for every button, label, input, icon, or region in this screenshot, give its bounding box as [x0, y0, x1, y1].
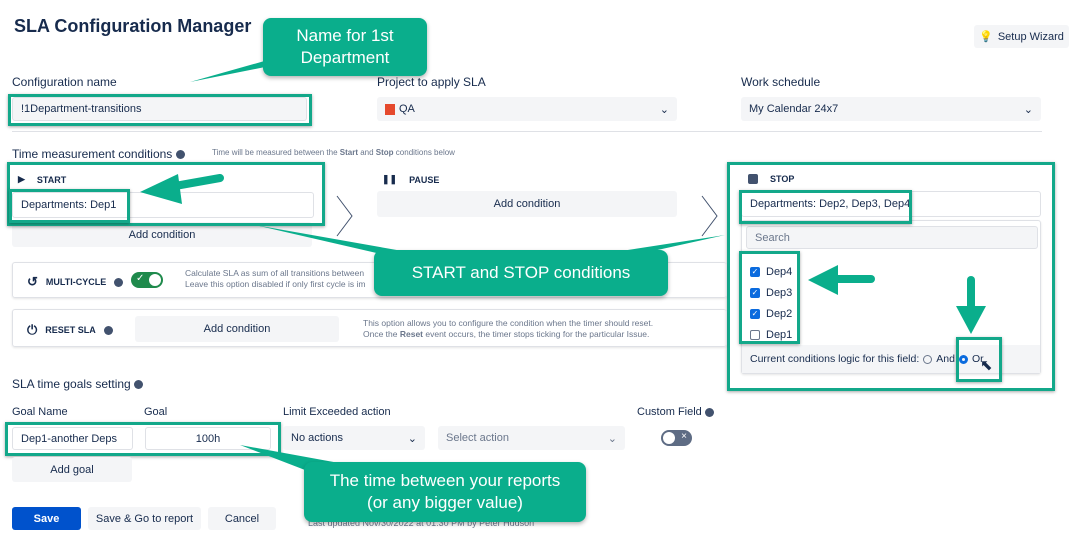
- limit-action-select[interactable]: No actions ⌄: [283, 426, 425, 450]
- info-icon[interactable]: [103, 325, 113, 335]
- annotation-highlight: [9, 189, 130, 223]
- annotation-arrow-left: [808, 265, 875, 295]
- start-header: ▶ START: [18, 174, 67, 185]
- project-select[interactable]: QA ⌄: [377, 97, 677, 121]
- history-icon: ↺: [27, 274, 38, 289]
- cancel-button[interactable]: Cancel: [208, 507, 276, 530]
- custom-field-toggle[interactable]: ×: [661, 430, 692, 446]
- project-value: QA: [399, 103, 415, 115]
- chevron-down-icon: ⌄: [659, 103, 669, 116]
- project-icon: [385, 103, 395, 115]
- page-title: SLA Configuration Manager: [14, 16, 252, 36]
- multi-cycle-label: ↺ MULTI-CYCLE: [27, 274, 124, 290]
- option-dep1[interactable]: Dep1: [750, 325, 792, 346]
- checkbox-unchecked-icon: [750, 330, 760, 341]
- chevron-down-icon: ⌄: [407, 432, 417, 445]
- chevron-down-icon: ⌄: [607, 432, 617, 445]
- select-action-dropdown[interactable]: Select action ⌄: [438, 426, 625, 450]
- goal-name-header: Goal Name: [12, 406, 68, 418]
- annotation-arrow-down: [956, 276, 986, 334]
- checkbox-checked-icon: ✓: [750, 288, 760, 299]
- power-icon: ⏻: [27, 322, 38, 337]
- option-dep3[interactable]: ✓ Dep3: [750, 287, 793, 299]
- pause-icon: ❚❚: [382, 174, 398, 184]
- last-updated-text: Last updated Nov/30/2022 at 01:30 PM by …: [308, 518, 535, 528]
- project-label: Project to apply SLA: [377, 75, 486, 89]
- goals-title: SLA time goals setting: [12, 377, 144, 391]
- info-icon[interactable]: [704, 407, 714, 417]
- reset-description: This option allows you to configure the …: [363, 318, 654, 339]
- annotation-highlight: [7, 162, 325, 226]
- info-icon[interactable]: [134, 380, 144, 390]
- checkbox-checked-icon: ✓: [750, 309, 760, 320]
- pause-add-condition-button[interactable]: Add condition: [377, 191, 677, 217]
- lightbulb-icon: 💡: [979, 31, 993, 43]
- annotation-highlight: [5, 422, 281, 456]
- pause-header: ❚❚ PAUSE: [382, 174, 440, 185]
- reset-sla-label: ⏻ RESET SLA: [27, 322, 113, 338]
- multi-cycle-row: ↺ MULTI-CYCLE ✓ Calculate SLA as sum of a…: [12, 262, 727, 298]
- save-button[interactable]: Save: [12, 507, 81, 530]
- time-conditions-title: Time measurement conditions: [12, 147, 185, 161]
- annotation-highlight: [8, 94, 312, 126]
- radio-and[interactable]: [923, 354, 933, 364]
- annotation-highlight: [739, 251, 800, 344]
- goal-input[interactable]: 100h: [145, 427, 271, 450]
- annotation-highlight: [739, 190, 912, 224]
- mouse-cursor-icon: ⬉: [980, 357, 993, 374]
- option-dep2[interactable]: ✓ Dep2: [750, 308, 793, 320]
- goal-header: Goal: [144, 406, 168, 418]
- radio-or[interactable]: [958, 354, 968, 364]
- info-icon[interactable]: [114, 277, 124, 287]
- search-input[interactable]: Search: [746, 226, 1038, 249]
- custom-field-header: Custom Field: [637, 406, 714, 418]
- chevron-right-icon: [701, 195, 718, 237]
- time-title-text: Time measurement conditions: [12, 147, 173, 161]
- logic-row: Current conditions logic for this field:…: [742, 345, 1040, 373]
- chevron-down-icon: ⌄: [1023, 103, 1033, 116]
- annotation-time-callout: The time between your reports (or any big…: [304, 462, 586, 522]
- annotation-highlight: [727, 162, 1055, 391]
- start-add-condition-button[interactable]: Add condition: [12, 222, 312, 247]
- work-schedule-label: Work schedule: [741, 75, 821, 89]
- department-options: ✓ Dep4 ✓ Dep3 ✓ Dep2 Dep1: [750, 262, 792, 346]
- checkbox-checked-icon: ✓: [750, 267, 760, 278]
- option-dep4[interactable]: ✓ Dep4: [750, 266, 793, 278]
- configuration-name-input[interactable]: !1Department-transitions: [12, 97, 307, 121]
- work-schedule-select[interactable]: My Calendar 24x7 ⌄: [741, 97, 1041, 121]
- divider: [12, 131, 1042, 132]
- annotation-highlight: [956, 337, 1002, 382]
- add-goal-button[interactable]: Add goal: [12, 457, 132, 482]
- schedule-value: My Calendar 24x7: [749, 103, 839, 115]
- multi-cycle-toggle[interactable]: ✓: [131, 272, 163, 288]
- multi-cycle-description: Calculate SLA as sum of all transitions …: [185, 268, 366, 289]
- configuration-name-label: Configuration name: [12, 75, 117, 89]
- goal-name-input[interactable]: Dep1-another Deps: [12, 427, 133, 450]
- callout-pointer: [190, 60, 300, 82]
- logic-label: Current conditions logic for this field:: [750, 353, 920, 365]
- setup-wizard-label: Setup Wizard: [997, 30, 1064, 43]
- time-hint: Time will be measured between the Start …: [212, 148, 455, 157]
- annotation-conditions-callout: START and STOP conditions: [374, 250, 668, 296]
- reset-add-condition-button[interactable]: Add condition: [135, 316, 339, 342]
- info-icon[interactable]: [175, 150, 185, 160]
- reset-sla-row: ⏻ RESET SLA Add condition This option all…: [12, 309, 727, 347]
- callout-pointer: [255, 225, 725, 255]
- setup-wizard-button[interactable]: 💡 Setup Wizard: [974, 25, 1069, 48]
- stop-icon: [748, 174, 758, 184]
- play-icon: ▶: [18, 174, 25, 184]
- limit-exceeded-header: Limit Exceeded action: [283, 406, 391, 418]
- stop-header: STOP: [748, 174, 794, 184]
- annotation-name-callout: Name for 1st Department: [263, 18, 427, 76]
- annotation-arrow-left: [140, 174, 224, 204]
- chevron-right-icon: [336, 195, 353, 237]
- stop-condition[interactable]: Departments: Dep2, Dep3, Dep4: [741, 191, 1041, 217]
- save-go-to-report-button[interactable]: Save & Go to report: [88, 507, 201, 530]
